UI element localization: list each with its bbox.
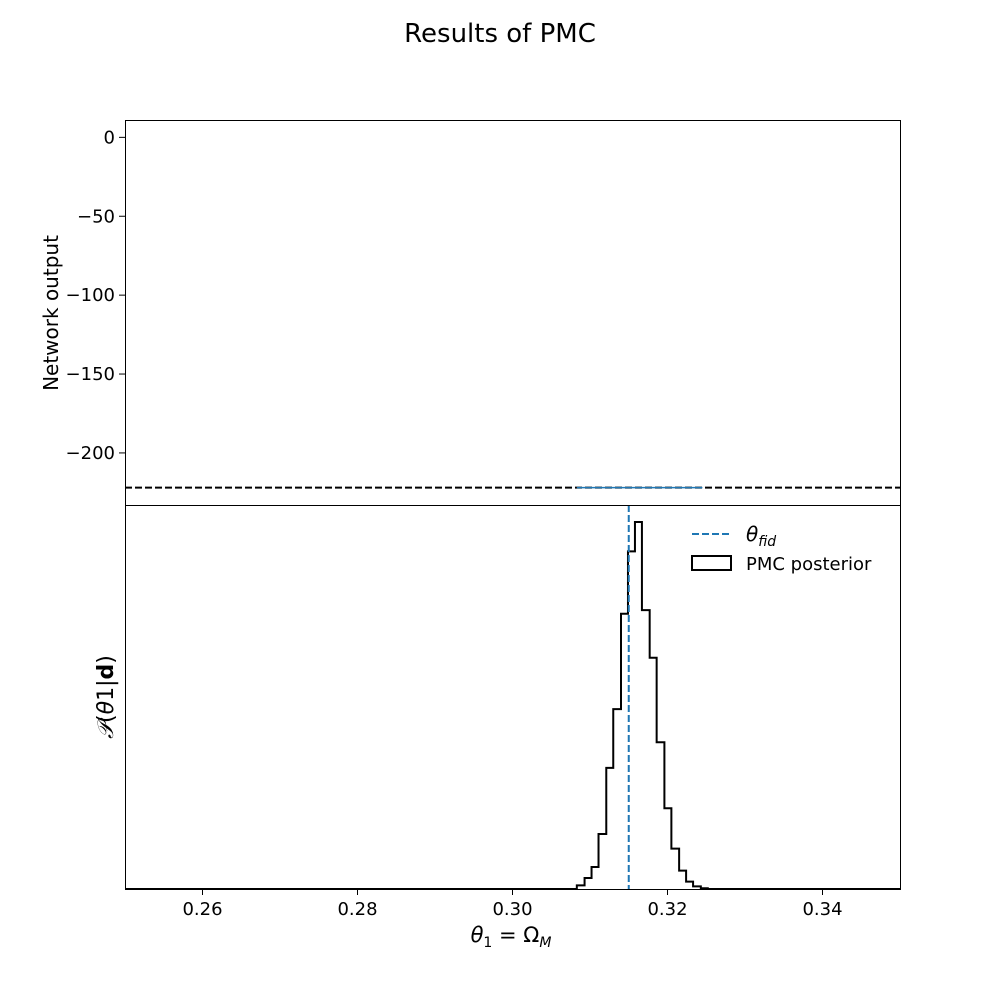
bottom-x-tick-label: 0.28 <box>337 899 377 920</box>
legend: θfid PMC posterior <box>691 522 872 575</box>
top-panel-frame <box>125 120 901 506</box>
bottom-x-tick-label: 0.32 <box>647 899 687 920</box>
histogram-bar <box>635 522 642 889</box>
legend-posterior-swatch <box>691 555 732 571</box>
histogram-bar <box>606 768 613 889</box>
histogram-bar <box>657 742 665 889</box>
bottom-x-axis-label: θ1 = ΩM <box>471 923 552 951</box>
bottom-x-tick-label: 0.34 <box>802 899 842 920</box>
histogram-bar <box>585 878 592 889</box>
bottom-y-axis-label: 𝒫(θ1|d) <box>94 655 119 739</box>
histogram-bar <box>592 867 599 889</box>
histogram-bar <box>671 849 679 889</box>
bottom-x-ticks: 0.26 0.28 0.30 0.32 0.34 <box>182 889 843 920</box>
top-y-tick-label: −200 <box>66 443 115 464</box>
top-y-tick-label: −150 <box>66 364 115 385</box>
histogram-bar <box>613 709 621 889</box>
posterior-histogram <box>125 521 900 890</box>
bottom-x-tick-label: 0.26 <box>182 899 222 920</box>
figure-title: Results of PMC <box>404 19 596 49</box>
histogram-bar <box>650 658 657 889</box>
histogram-bar <box>621 614 628 889</box>
top-y-tick-label: −100 <box>66 285 115 306</box>
histogram-bar <box>679 871 686 889</box>
legend-posterior-label: PMC posterior <box>746 554 872 575</box>
top-y-tick-label: 0 <box>104 127 115 148</box>
histogram-bar <box>686 882 693 889</box>
top-panel: 0 −50 −100 −150 −200 Network output <box>39 120 901 506</box>
histogram-bar <box>599 834 607 889</box>
top-y-ticks: 0 −50 −100 −150 −200 <box>66 127 125 464</box>
histogram-bar <box>642 610 650 889</box>
bottom-x-tick-label: 0.30 <box>492 899 532 920</box>
legend-fid-label: θfid <box>746 522 776 550</box>
bottom-panel: 0.26 0.28 0.30 0.32 0.34 𝒫(θ1|d) θ1 = ΩM θfi… <box>94 505 901 951</box>
histogram-outline <box>125 521 900 890</box>
top-y-tick-label: −50 <box>77 206 115 227</box>
histogram-bar <box>664 808 671 889</box>
top-y-axis-label: Network output <box>39 235 63 391</box>
